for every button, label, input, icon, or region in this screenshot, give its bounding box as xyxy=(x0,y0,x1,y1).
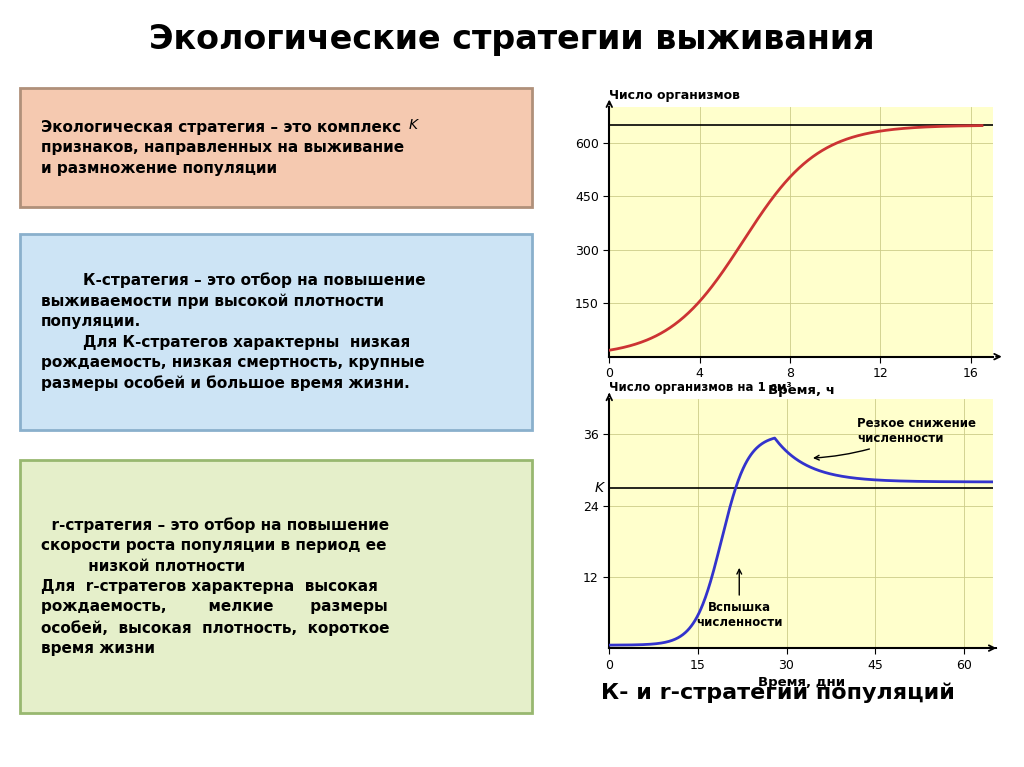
Text: Число организмов: Число организмов xyxy=(609,90,740,102)
Text: Экологические стратегии выживания: Экологические стратегии выживания xyxy=(150,23,874,56)
Text: Экологическая стратегия – это комплекс
признаков, направленных на выживание
и ра: Экологическая стратегия – это комплекс п… xyxy=(41,120,404,176)
FancyBboxPatch shape xyxy=(20,88,532,207)
Text: r-стратегия – это отбор на повышение
скорости роста популяции в период ее
      : r-стратегия – это отбор на повышение ско… xyxy=(41,517,389,657)
Text: К-стратегия – это отбор на повышение
выживаемости при высокой плотности
популяци: К-стратегия – это отбор на повышение выж… xyxy=(41,272,426,391)
Text: K: K xyxy=(594,481,603,495)
Text: K: K xyxy=(409,118,418,132)
Text: Число организмов на 1 см³: Число организмов на 1 см³ xyxy=(609,381,792,394)
FancyBboxPatch shape xyxy=(20,234,532,430)
FancyBboxPatch shape xyxy=(20,460,532,713)
Text: К- и r-стратегии популяций: К- и r-стратегии популяций xyxy=(601,683,955,703)
X-axis label: Время, дни: Время, дни xyxy=(758,676,845,689)
X-axis label: Время, ч: Время, ч xyxy=(768,384,835,397)
Text: Вспышка
численности: Вспышка численности xyxy=(696,569,782,629)
Text: Резкое снижение
численности: Резкое снижение численности xyxy=(814,417,977,460)
